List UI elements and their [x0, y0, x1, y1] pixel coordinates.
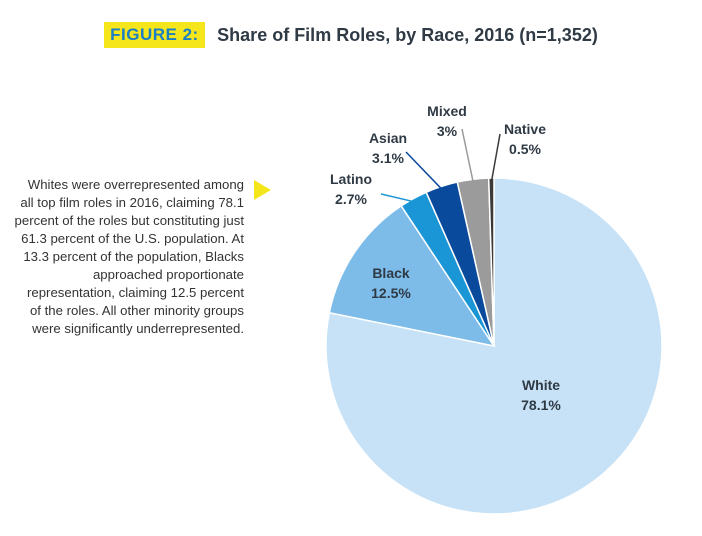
leader-line-native — [490, 133, 501, 183]
chart-caption: Whites were overrepresented among all to… — [14, 177, 244, 336]
slice-label-white: White — [522, 377, 560, 393]
slice-value-latino: 2.7% — [335, 191, 367, 207]
leader-line-asian — [405, 151, 444, 191]
pie-slice-native — [487, 177, 495, 347]
slice-value-mixed: 3% — [437, 123, 458, 139]
slice-label-asian: Asian — [369, 130, 407, 146]
pie-slice-black — [328, 204, 496, 348]
caption-arrow-icon — [254, 180, 271, 200]
slice-label-mixed: Mixed — [427, 103, 467, 119]
pie-slice-white — [325, 177, 663, 515]
slice-value-native: 0.5% — [509, 141, 541, 157]
figure-header: FIGURE 2: Share of Film Roles, by Race, … — [0, 22, 702, 48]
figure-label: FIGURE 2: — [104, 22, 205, 48]
slice-value-asian: 3.1% — [372, 150, 404, 166]
slice-value-black: 12.5% — [371, 285, 411, 301]
slice-label-latino: Latino — [330, 171, 372, 187]
leader-line-mixed — [461, 128, 475, 184]
slice-value-white: 78.1% — [521, 397, 561, 413]
slice-label-black: Black — [372, 265, 410, 281]
chart-title: Share of Film Roles, by Race, 2016 (n=1,… — [217, 24, 598, 45]
slice-label-native: Native — [504, 121, 546, 137]
leader-line-latino — [380, 193, 416, 203]
